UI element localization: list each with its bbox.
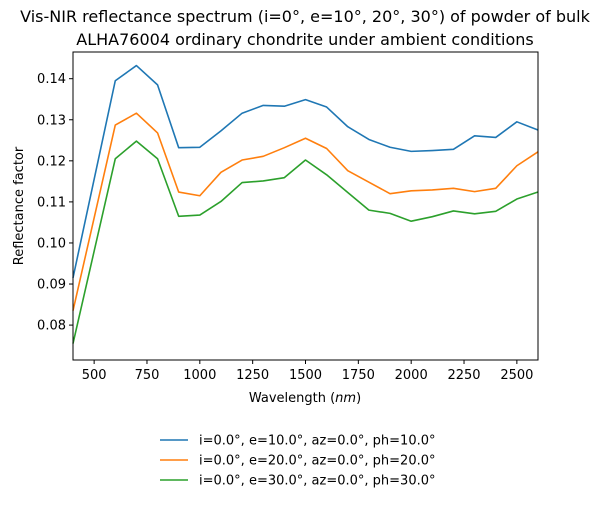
x-axis-ticks: 500 750 1000 1250 1500 1750 2000 2250 2500 bbox=[82, 360, 533, 383]
y-axis-ticks: 0.08 0.09 0.10 0.11 0.12 0.13 0.14 bbox=[37, 72, 73, 334]
x-tick-label: 1250 bbox=[236, 368, 269, 383]
series-line-2 bbox=[72, 112, 539, 311]
x-tick-label: 2500 bbox=[500, 368, 533, 383]
plot-area-frame bbox=[72, 51, 539, 361]
y-tick-label: 0.13 bbox=[37, 113, 66, 128]
y-tick-label: 0.10 bbox=[37, 236, 66, 251]
plot-lines bbox=[72, 64, 539, 344]
legend-label-1: i=0.0°, e=10.0°, az=0.0°, ph=10.0° bbox=[199, 434, 436, 449]
legend-label-2: i=0.0°, e=20.0°, az=0.0°, ph=20.0° bbox=[199, 454, 436, 469]
y-tick-label: 0.08 bbox=[37, 319, 66, 334]
x-tick-label: 2250 bbox=[447, 368, 480, 383]
chart-title: Vis-NIR reflectance spectrum (i=0°, e=10… bbox=[20, 7, 590, 49]
x-tick-label: 2000 bbox=[395, 368, 428, 383]
y-tick-label: 0.09 bbox=[37, 278, 66, 293]
y-tick-label: 0.12 bbox=[37, 154, 66, 169]
series-line-1 bbox=[72, 64, 539, 279]
x-axis-label: Wavelength (nm) bbox=[249, 391, 361, 406]
y-tick-label: 0.11 bbox=[37, 195, 66, 210]
legend-label-3: i=0.0°, e=30.0°, az=0.0°, ph=30.0° bbox=[199, 474, 436, 489]
chart-title-line-2: ALHA76004 ordinary chondrite under ambie… bbox=[76, 30, 533, 49]
x-tick-label: 1750 bbox=[342, 368, 375, 383]
x-tick-label: 500 bbox=[82, 368, 107, 383]
y-tick-label: 0.14 bbox=[37, 72, 66, 87]
x-tick-label: 1000 bbox=[183, 368, 216, 383]
x-tick-label: 750 bbox=[135, 368, 160, 383]
chart-title-line-1: Vis-NIR reflectance spectrum (i=0°, e=10… bbox=[20, 7, 590, 26]
x-tick-label: 1500 bbox=[289, 368, 322, 383]
y-axis-label: Reflectance factor bbox=[12, 146, 27, 265]
legend: i=0.0°, e=10.0°, az=0.0°, ph=10.0° i=0.0°… bbox=[160, 434, 436, 489]
series-line-3 bbox=[72, 140, 539, 344]
